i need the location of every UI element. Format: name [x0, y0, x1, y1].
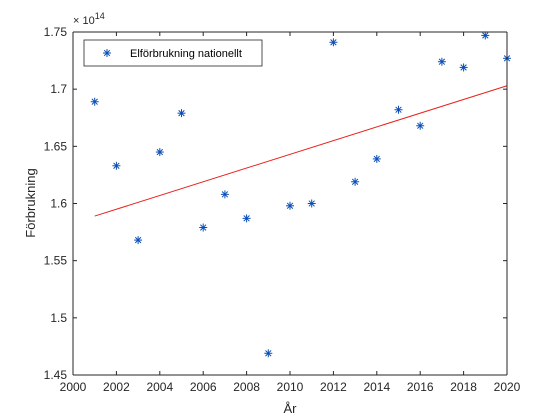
data-point [329, 38, 338, 47]
x-tick-label: 2012 [320, 380, 347, 394]
y-tick-label: 1.7 [50, 82, 67, 96]
legend-asterisk [103, 49, 111, 57]
x-tick-label: 2016 [407, 380, 434, 394]
legend-entry: Elförbrukning nationellt [130, 48, 242, 60]
x-tick-label: 2002 [103, 380, 130, 394]
data-point [437, 57, 446, 66]
data-point [307, 199, 316, 208]
data-point [286, 201, 294, 210]
x-tick-label: 2008 [233, 380, 260, 394]
x-tick-label: 2010 [277, 380, 304, 394]
y-axis-label: Förbrukning [23, 168, 38, 237]
data-point [220, 190, 229, 199]
y-tick-label: 1.6 [50, 197, 67, 211]
x-tick-label: 2000 [60, 380, 87, 394]
data-point [416, 121, 425, 130]
trend-layer [94, 85, 508, 217]
data-point [242, 214, 251, 223]
data-point [459, 63, 468, 72]
x-axis-label: År [284, 401, 298, 416]
y-tick-label: 1.5 [50, 311, 67, 325]
data-point [199, 223, 208, 232]
data-point [351, 177, 360, 186]
x-tick-label: 2014 [363, 380, 390, 394]
legend: Elförbrukning nationellt [83, 39, 263, 67]
x-ticks: 2000 2002 2004 2006 2008 2010 2012 2014 2016 2018… [60, 32, 521, 394]
y-tick-label: 1.75 [44, 25, 68, 39]
data-point [264, 349, 273, 358]
y-tick-label: 1.65 [44, 139, 68, 153]
data-point [481, 31, 490, 40]
y-exponent-base: × 10 [73, 15, 95, 27]
data-point [134, 236, 143, 245]
y-ticks: 1.45 1.5 1.55 1.6 1.65 1.7 1.75 [44, 25, 507, 382]
data-point [112, 161, 121, 170]
x-tick-label: 2018 [450, 380, 477, 394]
data-point [394, 105, 403, 114]
y-exponent-label: × 1014 [73, 11, 105, 27]
x-tick-label: 2020 [494, 380, 521, 394]
trend-line [94, 85, 508, 217]
y-tick-label: 1.55 [44, 254, 68, 268]
data-point [177, 109, 186, 118]
data-point [155, 148, 164, 157]
y-exponent-power: 14 [95, 11, 105, 21]
data-point [90, 97, 99, 106]
x-tick-label: 2004 [146, 380, 173, 394]
data-point [372, 154, 381, 163]
legend-marker-icon [103, 49, 111, 57]
y-tick-label: 1.45 [44, 368, 68, 382]
x-tick-label: 2006 [190, 380, 217, 394]
legend-box [83, 39, 263, 67]
